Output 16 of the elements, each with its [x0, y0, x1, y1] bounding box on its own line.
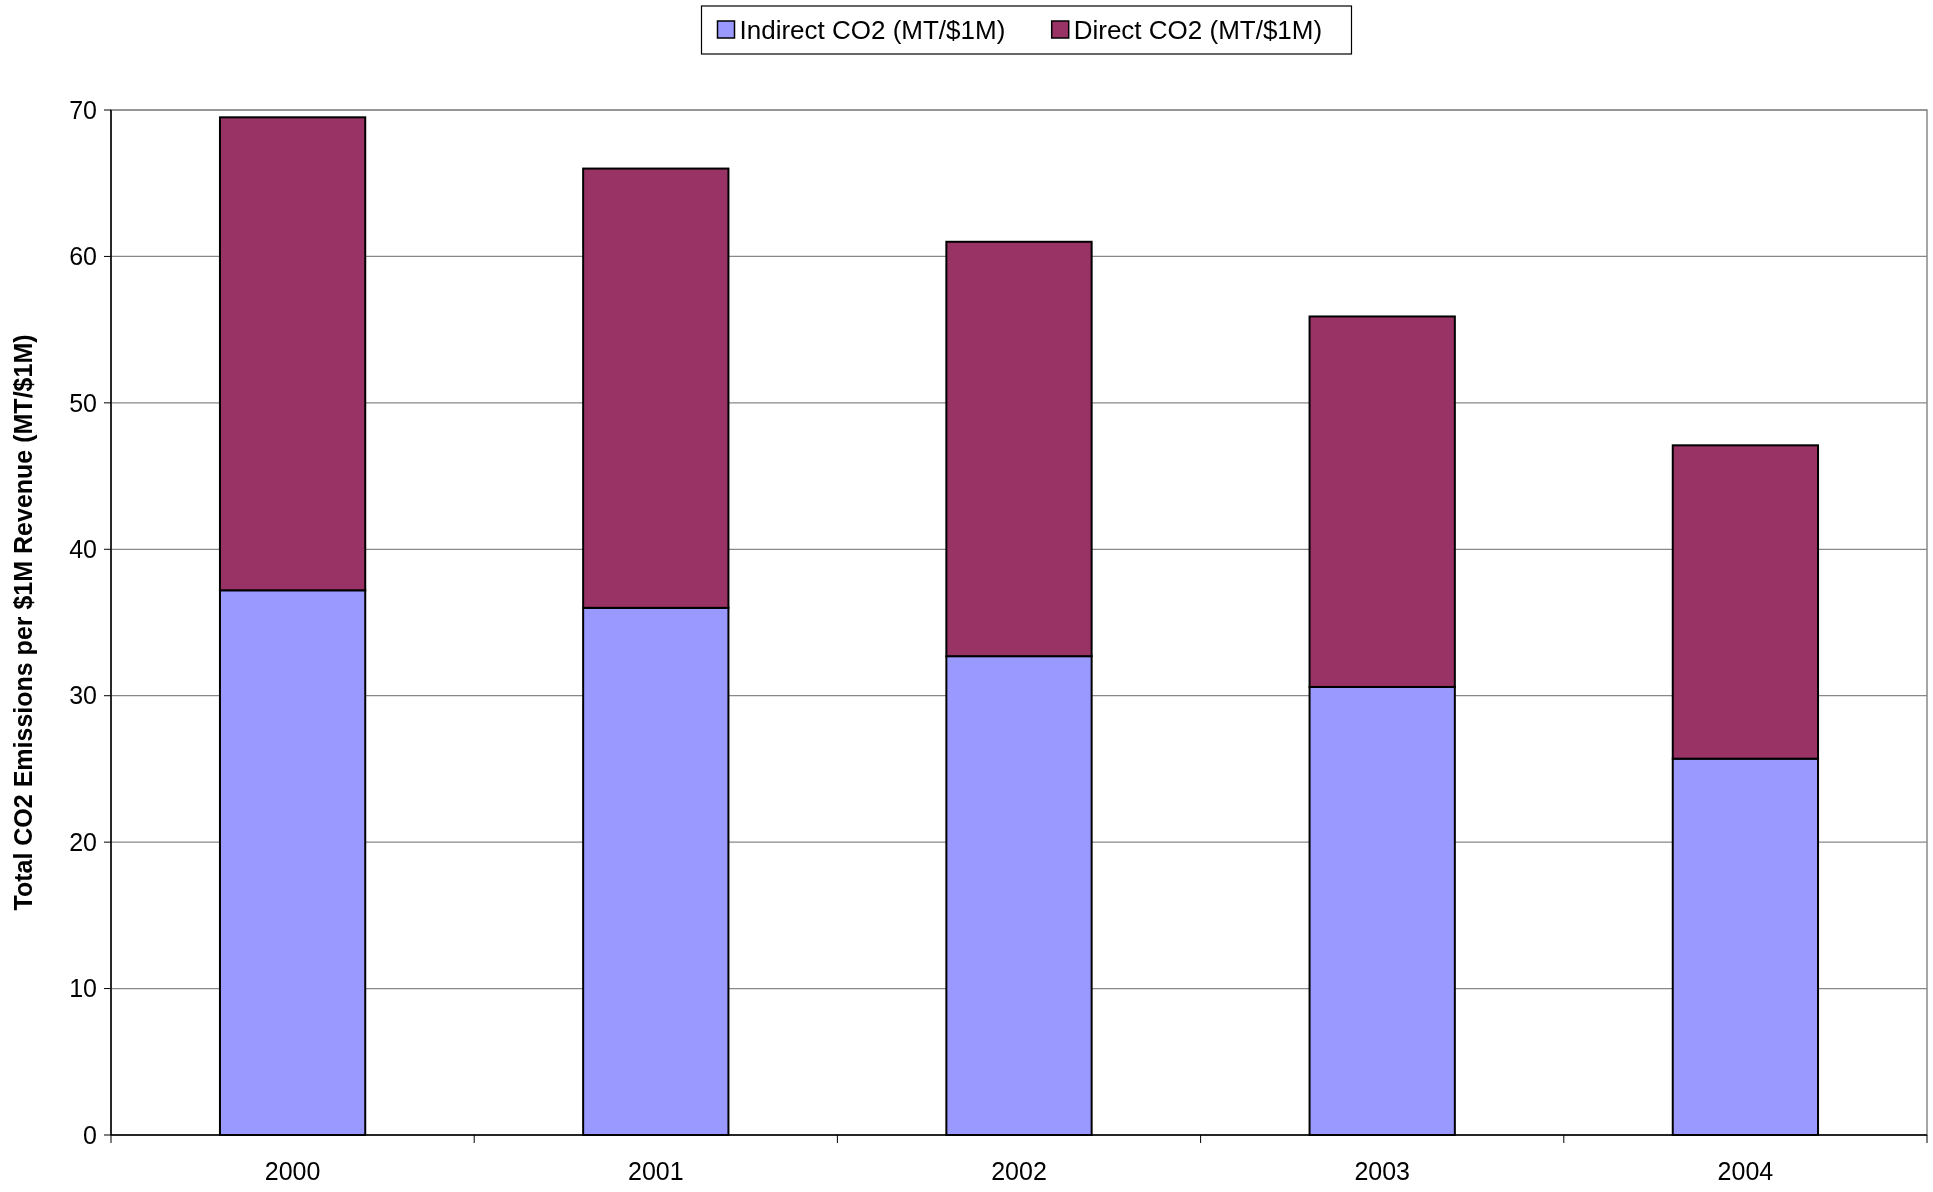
x-tick-label: 2001: [627, 1157, 684, 1185]
y-tick-label: 20: [69, 827, 97, 856]
y-tick-label: 30: [69, 681, 97, 710]
x-tick-label: 2002: [991, 1157, 1047, 1185]
y-tick-label: 10: [69, 974, 97, 1003]
y-tick-label: 40: [69, 535, 97, 564]
x-tick-label: 2000: [264, 1157, 321, 1185]
legend-label: Direct CO2 (MT/$1M): [1073, 15, 1323, 46]
y-tick-label: 60: [69, 242, 97, 271]
y-tick-label: 0: [83, 1120, 97, 1149]
y-tick-label: 50: [69, 388, 97, 417]
y-tick-label: 70: [69, 95, 97, 124]
x-tick-label: 2004: [1717, 1157, 1774, 1185]
legend-label: Indirect CO2 (MT/$1M): [739, 15, 1006, 46]
x-tick-label: 2003: [1354, 1157, 1411, 1185]
y-axis-title: Total CO2 Emissions per $1M Revenue (MT/$1M): [9, 334, 37, 911]
